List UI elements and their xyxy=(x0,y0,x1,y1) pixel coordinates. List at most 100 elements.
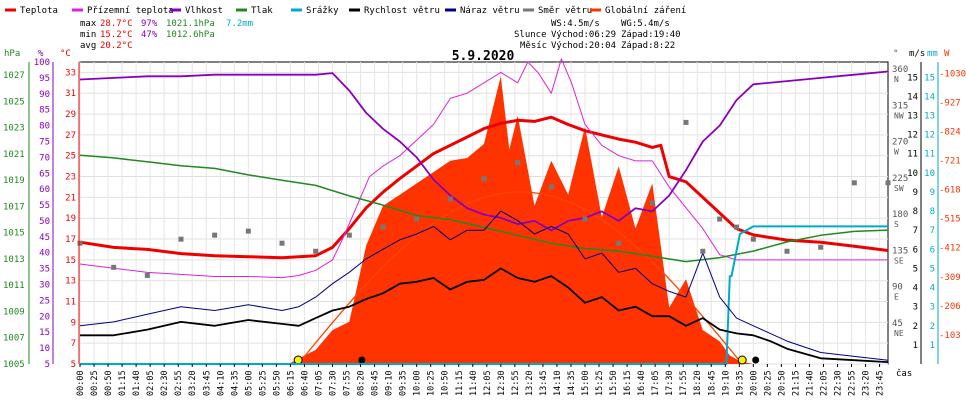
tick-mm: 1 xyxy=(930,341,935,351)
tick-ms: 5 xyxy=(913,264,918,274)
x-tick-label: 11:40 xyxy=(469,370,479,396)
tick-dir-label: S xyxy=(894,220,899,229)
tick-pct: 35 xyxy=(39,265,50,275)
tick-pct: 80 xyxy=(39,122,50,132)
tick-mm: 2 xyxy=(930,322,935,332)
stats-avg-temp: 20.2°C xyxy=(100,41,133,51)
tick-w: -412 xyxy=(939,244,961,254)
axis-unit-ms: m/s xyxy=(909,49,925,59)
legend-entry: Teplota xyxy=(20,6,58,16)
wind-dir-point xyxy=(582,216,588,222)
info-moonset: Západ:8:22 xyxy=(621,41,675,51)
x-tick-label: 18:45 xyxy=(707,370,717,396)
x-tick-label: 10:50 xyxy=(441,370,451,396)
legend-entry: Náraz větru xyxy=(460,6,520,16)
tick-pct: 45 xyxy=(39,233,50,243)
stats-max-press: 1021.1hPa xyxy=(166,19,215,29)
stats-avg-label: avg xyxy=(80,41,96,51)
x-tick-label: 02:05 xyxy=(146,370,156,396)
tick-dir: 180 xyxy=(892,210,908,220)
wind-dir-point xyxy=(885,180,891,186)
tick-w: -515 xyxy=(939,215,961,225)
x-tick-label: 01:40 xyxy=(132,370,142,396)
tick-ms: 12 xyxy=(907,131,918,141)
tick-dir: 135 xyxy=(892,246,908,256)
tick-w: -721 xyxy=(939,157,961,167)
tick-mm: 7 xyxy=(930,226,935,236)
legend-entry: Přízemní teplota xyxy=(87,6,174,16)
tick-w: -824 xyxy=(939,127,961,137)
axis-unit-hpa: hPa xyxy=(4,49,20,59)
tick-hpa: 1021 xyxy=(3,150,25,160)
tick-dir-label: SE xyxy=(894,256,904,265)
x-tick-label: 19:35 xyxy=(735,370,745,396)
tick-mm: 10 xyxy=(924,169,935,179)
tick-dir-label: NW xyxy=(894,111,904,120)
tick-hpa: 1027 xyxy=(3,71,25,81)
tick-mm: 13 xyxy=(924,112,935,122)
tick-ms: 9 xyxy=(913,188,918,198)
x-tick-label: 23:20 xyxy=(862,370,872,396)
tick-pct: 25 xyxy=(39,296,50,306)
tick-w: -206 xyxy=(939,302,961,312)
tick-deg: 11 xyxy=(65,298,76,308)
wind-dir-point xyxy=(616,240,622,246)
tick-dir-label: NE xyxy=(894,329,904,338)
wind-dir-point xyxy=(313,248,319,254)
tick-hpa: 1017 xyxy=(3,202,25,212)
wind-dir-point xyxy=(734,224,739,230)
x-tick-label: 02:55 xyxy=(174,370,184,396)
x-tick-label: 07:05 xyxy=(314,370,324,396)
x-tick-label: 06:15 xyxy=(286,370,296,396)
x-tick-label: 07:55 xyxy=(343,370,353,396)
info-sunrise: Východ:06:29 xyxy=(551,30,616,40)
wind-dir-point xyxy=(683,119,689,125)
x-tick-label: 02:30 xyxy=(160,370,170,396)
wind-dir-point xyxy=(144,272,150,278)
tick-pct: 95 xyxy=(39,74,50,84)
x-tick-label: 12:30 xyxy=(497,370,507,396)
wind-dir-point xyxy=(178,236,184,242)
x-tick-label: 05:50 xyxy=(272,370,282,396)
tick-pct: 5 xyxy=(45,360,50,370)
series-line xyxy=(79,115,889,260)
sunset-marker xyxy=(737,355,747,365)
stats-max-temp: 28.7°C xyxy=(100,19,133,29)
tick-hpa: 1009 xyxy=(3,307,25,317)
x-tick-label: 00:50 xyxy=(104,370,114,396)
tick-mm: 3 xyxy=(930,303,935,313)
x-tick-label: 13:45 xyxy=(539,370,549,396)
x-tick-label: 17:55 xyxy=(679,370,689,396)
tick-mm: 9 xyxy=(930,188,935,198)
x-tick-label: 12:55 xyxy=(511,370,521,396)
series-line xyxy=(79,70,889,232)
sunrise-marker xyxy=(293,355,303,365)
x-tick-label: 06:40 xyxy=(300,370,310,396)
legend-entry: Srážky xyxy=(306,6,339,16)
x-tick-label: 12:05 xyxy=(483,370,493,396)
legend-entry: Tlak xyxy=(251,6,273,16)
x-tick-label: 03:20 xyxy=(188,370,198,396)
tick-deg: 5 xyxy=(71,360,76,370)
tick-ms: 3 xyxy=(913,303,918,313)
x-tick-label: 04:10 xyxy=(216,370,226,396)
tick-dir-label: E xyxy=(894,293,899,302)
tick-w: -309 xyxy=(939,273,961,283)
tick-hpa: 1005 xyxy=(3,360,25,370)
radiation-max-curve xyxy=(297,191,743,365)
x-tick-label: 15:25 xyxy=(595,370,605,396)
tick-w: -927 xyxy=(939,98,961,108)
tick-deg: 25 xyxy=(65,152,76,162)
x-tick-label: 14:35 xyxy=(567,370,577,396)
wind-dir-point xyxy=(649,200,655,206)
x-tick-label: 15:50 xyxy=(609,370,619,396)
x-tick-label: 00:25 xyxy=(90,370,100,396)
tick-ms: 14 xyxy=(907,92,918,102)
tick-pct: 70 xyxy=(39,153,50,163)
wind-dir-point xyxy=(818,244,824,250)
x-tick-label: 15:00 xyxy=(581,370,591,396)
tick-dir: 225 xyxy=(892,174,908,184)
tick-deg: 23 xyxy=(65,173,76,183)
tick-pct: 15 xyxy=(39,328,50,338)
x-tick-label: 14:10 xyxy=(553,370,563,396)
